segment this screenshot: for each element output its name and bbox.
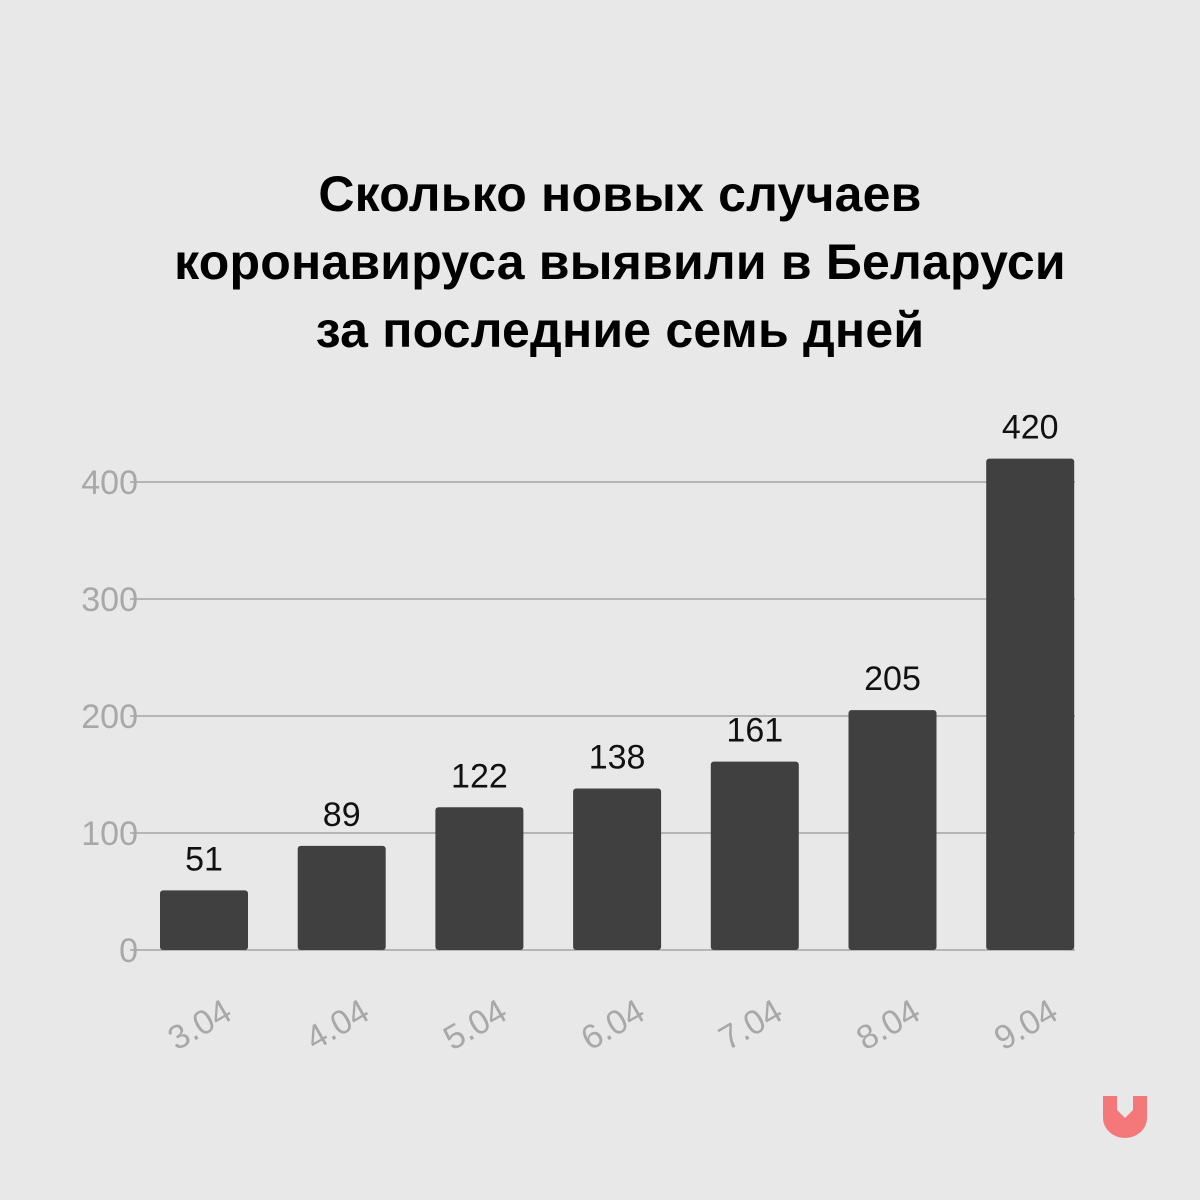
chart-title-line-2: коронавируса выявили в Беларуси xyxy=(174,234,1066,290)
bar-6.04 xyxy=(573,788,662,950)
y-tick-label: 200 xyxy=(81,698,138,736)
value-label: 122 xyxy=(451,757,508,795)
y-tick-label: 100 xyxy=(81,815,138,853)
chart-title-line-3: за последние семь дней xyxy=(315,302,925,358)
arrow-down-shield-icon xyxy=(1103,1096,1147,1138)
value-label: 161 xyxy=(726,712,783,750)
chart-title-line-1: Сколько новых случаев xyxy=(318,166,922,222)
bar-3.04 xyxy=(160,890,248,950)
value-label: 205 xyxy=(864,660,921,698)
value-label: 138 xyxy=(589,739,646,777)
x-tick-label: 7.04 xyxy=(712,992,788,1058)
bar-4.04 xyxy=(297,845,386,950)
y-axis-ticks: 0 100 200 300 400 xyxy=(81,464,138,970)
value-label: 420 xyxy=(1002,409,1059,447)
y-tick-label: 400 xyxy=(81,464,138,502)
x-tick-label: 3.04 xyxy=(162,992,238,1058)
value-label: 51 xyxy=(185,840,223,878)
x-tick-label: 5.04 xyxy=(437,992,513,1058)
x-tick-label: 8.04 xyxy=(850,992,926,1058)
x-tick-label: 9.04 xyxy=(988,992,1064,1058)
y-tick-label: 0 xyxy=(119,932,138,970)
x-tick-label: 6.04 xyxy=(575,992,651,1058)
bars xyxy=(160,458,1075,950)
bar-7.04 xyxy=(710,761,799,950)
y-tick-label: 300 xyxy=(81,581,138,619)
x-tick-label: 4.04 xyxy=(299,992,375,1058)
value-labels: 51 89 122 138 161 205 420 xyxy=(185,409,1058,879)
bar-5.04 xyxy=(435,807,524,950)
bar-9.04 xyxy=(986,458,1075,950)
value-label: 89 xyxy=(323,796,361,834)
chart-title: Сколько новых случаев коронавируса выяви… xyxy=(0,160,1200,364)
x-axis-ticks: 3.04 4.04 5.04 6.04 7.04 8.04 9.04 xyxy=(162,992,1065,1058)
bar-8.04 xyxy=(848,710,937,950)
